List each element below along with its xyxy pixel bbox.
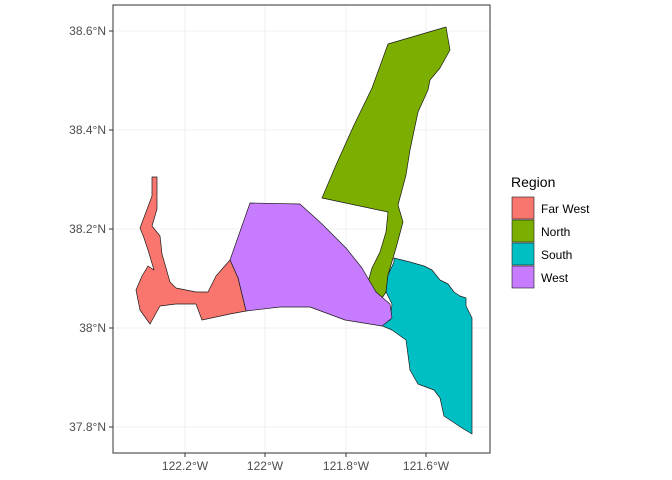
legend-key-west [511, 265, 535, 289]
legend-key-far-west [511, 196, 535, 220]
y-tick-label: 38°N [79, 321, 106, 335]
region-far-west [135, 176, 247, 325]
legend-key-south [511, 242, 535, 266]
legend: Region Far West North South West [511, 174, 590, 289]
y-tick-label: 38.4°N [69, 123, 106, 137]
region-south [379, 257, 473, 435]
legend-key-north [511, 219, 535, 243]
x-tick-label: 121.6°W [403, 459, 450, 473]
x-axis-ticks [184, 453, 427, 457]
legend-label-far-west: Far West [541, 202, 590, 216]
legend-label-south: South [541, 248, 572, 262]
y-tick-label: 37.8°N [69, 420, 106, 434]
x-tick-label: 121.8°W [323, 459, 370, 473]
y-axis-ticks [109, 30, 113, 428]
y-tick-label: 38.6°N [69, 24, 106, 38]
x-tick-label: 122°W [247, 459, 284, 473]
x-tick-label: 122.2°W [162, 459, 209, 473]
y-tick-label: 38.2°N [69, 222, 106, 236]
legend-label-west: West [541, 271, 569, 285]
legend-title: Region [511, 174, 555, 190]
legend-label-north: North [541, 225, 570, 239]
